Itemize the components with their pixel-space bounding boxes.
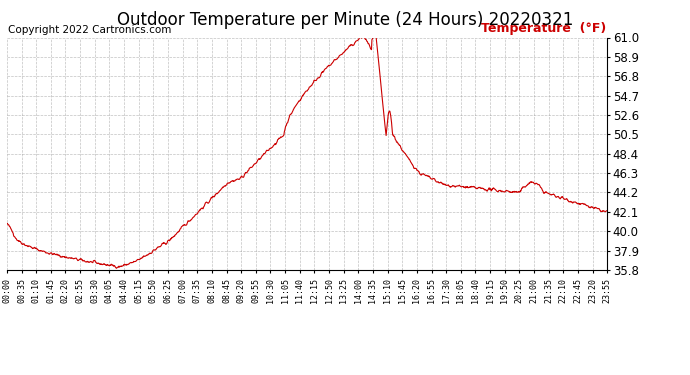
Text: Outdoor Temperature per Minute (24 Hours) 20220321: Outdoor Temperature per Minute (24 Hours…: [117, 11, 573, 29]
Text: Temperature  (°F): Temperature (°F): [482, 22, 607, 35]
Text: Copyright 2022 Cartronics.com: Copyright 2022 Cartronics.com: [8, 25, 172, 35]
